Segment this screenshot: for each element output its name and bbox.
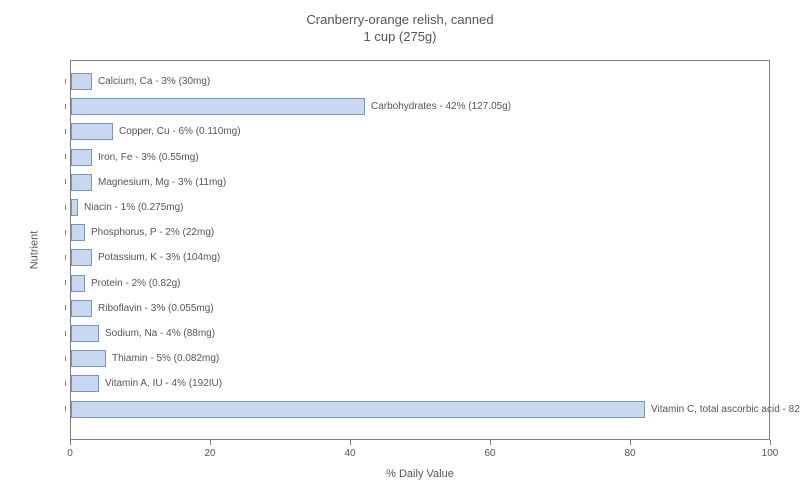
- y-tick: [65, 179, 66, 184]
- x-tick: [210, 440, 211, 445]
- bar-label: Protein - 2% (0.82g): [91, 275, 181, 292]
- x-tick-label: 60: [484, 448, 495, 459]
- bar: [71, 325, 99, 342]
- y-tick: [65, 205, 66, 210]
- y-tick: [65, 79, 66, 84]
- y-tick: [65, 406, 66, 411]
- bar-label: Phosphorus, P - 2% (22mg): [91, 224, 214, 241]
- y-tick: [65, 280, 66, 285]
- x-tick-label: 100: [762, 448, 779, 459]
- x-tick: [630, 440, 631, 445]
- y-tick: [65, 331, 66, 336]
- bar: [71, 350, 106, 367]
- bar-label: Magnesium, Mg - 3% (11mg): [98, 174, 226, 191]
- x-tick: [770, 440, 771, 445]
- chart-title: Cranberry-orange relish, canned 1 cup (2…: [0, 0, 800, 46]
- bar-label: Thiamin - 5% (0.082mg): [112, 350, 219, 367]
- bar: [71, 98, 365, 115]
- bar-label: Iron, Fe - 3% (0.55mg): [98, 149, 199, 166]
- bar: [71, 174, 92, 191]
- bar-label: Niacin - 1% (0.275mg): [84, 199, 183, 216]
- bar: [71, 73, 92, 90]
- bar: [71, 224, 85, 241]
- bar: [71, 401, 645, 418]
- bar-label: Sodium, Na - 4% (88mg): [105, 325, 215, 342]
- bar-label: Copper, Cu - 6% (0.110mg): [119, 123, 241, 140]
- y-tick: [65, 154, 66, 159]
- y-tick: [65, 356, 66, 361]
- bar-label: Vitamin C, total ascorbic acid - 82% (49…: [651, 401, 800, 418]
- y-tick: [65, 104, 66, 109]
- bar-label: Calcium, Ca - 3% (30mg): [98, 73, 210, 90]
- y-tick: [65, 230, 66, 235]
- x-tick: [490, 440, 491, 445]
- y-tick: [65, 255, 66, 260]
- chart-title-line1: Cranberry-orange relish, canned: [0, 12, 800, 29]
- x-tick-label: 40: [344, 448, 355, 459]
- bar: [71, 149, 92, 166]
- bar-label: Potassium, K - 3% (104mg): [98, 249, 220, 266]
- nutrient-bar-chart: Cranberry-orange relish, canned 1 cup (2…: [0, 0, 800, 500]
- y-axis-label: Nutrient: [28, 231, 40, 270]
- x-tick: [70, 440, 71, 445]
- plot-area: Calcium, Ca - 3% (30mg) Carbohydrates - 4…: [70, 60, 770, 440]
- bar-label: Carbohydrates - 42% (127.05g): [371, 98, 511, 115]
- x-axis-label: % Daily Value: [70, 468, 770, 480]
- bar-label: Riboflavin - 3% (0.055mg): [98, 300, 214, 317]
- bar: [71, 375, 99, 392]
- bar: [71, 123, 113, 140]
- chart-title-line2: 1 cup (275g): [0, 29, 800, 46]
- bar-label: Vitamin A, IU - 4% (192IU): [105, 375, 222, 392]
- bar: [71, 199, 78, 216]
- x-tick: [350, 440, 351, 445]
- bar: [71, 300, 92, 317]
- x-tick-label: 80: [624, 448, 635, 459]
- x-tick-label: 0: [67, 448, 73, 459]
- y-tick: [65, 381, 66, 386]
- y-tick: [65, 305, 66, 310]
- x-tick-label: 20: [204, 448, 215, 459]
- bar: [71, 249, 92, 266]
- y-tick: [65, 129, 66, 134]
- bar: [71, 275, 85, 292]
